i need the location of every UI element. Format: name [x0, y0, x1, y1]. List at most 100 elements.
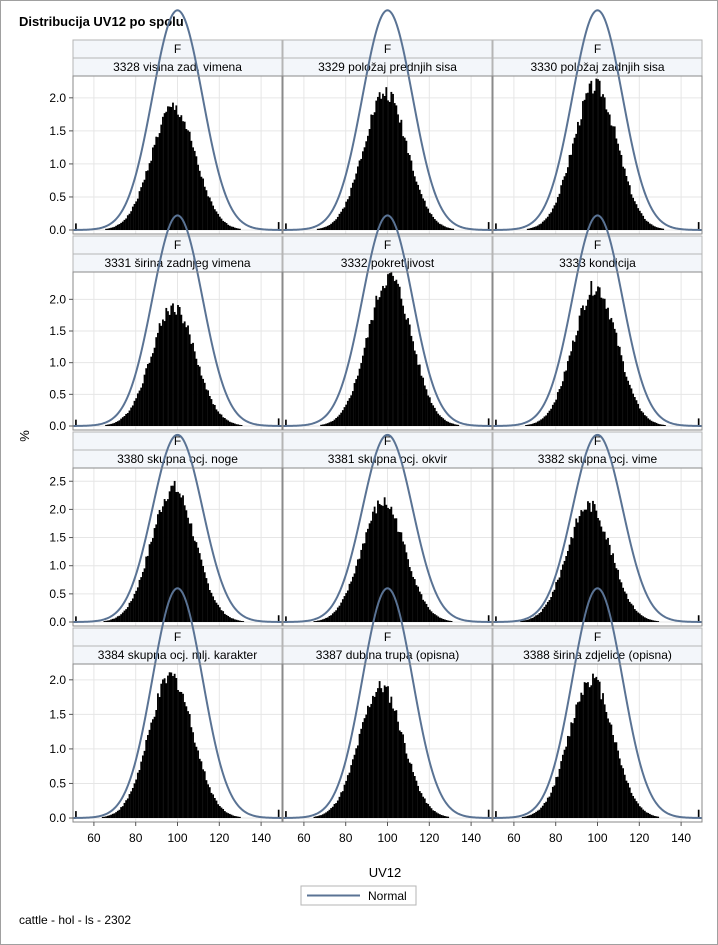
histogram-bar [165, 307, 168, 426]
histogram-bar [210, 592, 213, 622]
plot-border [282, 75, 493, 235]
histogram-bar [111, 813, 114, 818]
histogram-bar [398, 286, 401, 426]
y-tick-label: 2.0 [49, 292, 66, 306]
histogram-bar [212, 596, 215, 622]
y-axis-label: % [17, 430, 32, 442]
histogram-bar [325, 617, 328, 622]
histogram-bar [228, 225, 231, 230]
histogram-bar [222, 611, 225, 622]
histogram-bar [615, 138, 618, 230]
histogram-bar [610, 724, 613, 818]
histogram-bar [658, 424, 661, 426]
histogram-bar-tail [495, 419, 497, 426]
histogram-bar [372, 114, 374, 230]
histogram-bar [655, 816, 658, 818]
histogram-bar [620, 765, 623, 818]
histogram-bar [238, 228, 241, 230]
histogram-bar [427, 607, 430, 622]
histogram-bar [577, 121, 579, 230]
histogram-bar [108, 815, 111, 818]
histogram-bar [348, 398, 351, 426]
histogram-bar [572, 143, 574, 230]
histogram-bar [118, 420, 121, 426]
histogram-bar [605, 539, 608, 622]
histogram-bar [647, 618, 650, 622]
panel-title: 3329 položaj prednjih sisa [318, 60, 457, 74]
histogram-bar [582, 694, 584, 818]
normal-curve [492, 433, 703, 623]
histogram-bar [133, 593, 136, 622]
histogram-bar [165, 111, 168, 230]
histogram-bar [622, 361, 624, 426]
histogram-bar [605, 308, 608, 426]
histogram-bar [413, 350, 416, 426]
histogram-bar [653, 620, 656, 622]
histogram-bar [356, 559, 359, 622]
histogram-bar [630, 388, 633, 426]
histogram-bar [422, 796, 425, 818]
histogram-bar [227, 420, 230, 426]
normal-curve [73, 214, 282, 427]
histogram-bar [640, 615, 643, 622]
histogram-bar [393, 103, 396, 230]
histogram-bar [531, 423, 534, 426]
histogram-bar [195, 358, 198, 426]
histogram-bar [450, 228, 453, 230]
histogram-bar [652, 620, 655, 622]
histogram-bar [235, 816, 238, 818]
group-strip-label: F [594, 630, 601, 644]
histogram-bar [330, 421, 333, 426]
histogram-bar [526, 424, 529, 426]
histogram-bar [162, 679, 164, 818]
histogram-bar [623, 372, 626, 426]
histogram-bar [330, 223, 333, 230]
histogram-bar [540, 223, 543, 230]
histogram-bar [382, 505, 384, 622]
histogram-bar [598, 520, 601, 622]
normal-curve [72, 433, 283, 623]
histogram-bar [121, 417, 124, 426]
y-tick-label: 0.0 [49, 811, 66, 825]
histogram-bar [373, 696, 376, 818]
histogram-bar [642, 616, 645, 622]
histogram-bar [457, 424, 460, 426]
histogram-bar [553, 402, 556, 426]
histogram-bar [615, 332, 618, 426]
histogram-bar [546, 216, 549, 230]
histogram-bar [655, 620, 658, 622]
histogram-bar [378, 92, 381, 230]
histogram-bar [133, 203, 136, 230]
histogram-bar [530, 618, 533, 622]
histogram-bar [326, 617, 329, 622]
histogram-bar [183, 505, 186, 622]
histogram-bar [402, 305, 404, 426]
histogram-bar [412, 341, 414, 426]
histogram-bar [432, 216, 435, 230]
histogram-bar [233, 227, 236, 230]
group-strip-label: F [384, 630, 391, 644]
histogram-bar [187, 517, 189, 622]
histogram-bar [598, 287, 601, 426]
histogram-bar [561, 754, 564, 818]
histogram-bar [205, 578, 208, 622]
histogram-bar [157, 332, 159, 426]
group-strip-label: F [594, 434, 601, 448]
histogram-bar [350, 187, 353, 230]
histogram-bar [208, 787, 211, 818]
histogram-bar [561, 381, 564, 426]
histogram-bar [346, 775, 349, 818]
histogram-bar [448, 422, 451, 426]
histogram-bar [545, 218, 548, 230]
histogram-bar [203, 382, 206, 426]
histogram-bar [613, 562, 616, 622]
histogram-bar [130, 601, 133, 622]
histogram-bar [333, 803, 336, 818]
histogram-bar [121, 806, 124, 818]
histogram-bar [423, 798, 426, 818]
histogram-bar [521, 620, 524, 622]
histogram-bars [495, 673, 700, 818]
histogram-bar [635, 400, 638, 426]
histogram-bar [556, 392, 559, 426]
histogram-bar [583, 682, 586, 818]
